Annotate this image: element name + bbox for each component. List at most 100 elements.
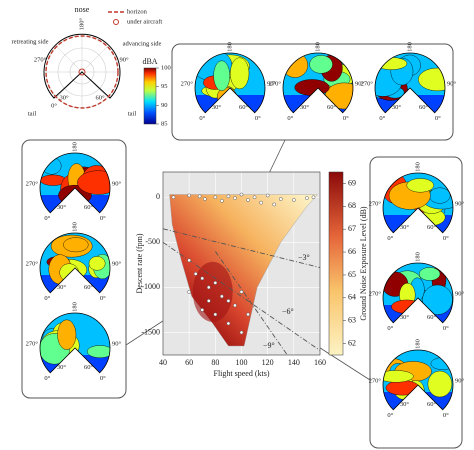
data-point [246, 198, 250, 202]
data-point [291, 198, 296, 202]
inset-label: 60° [239, 104, 249, 111]
data-point [246, 312, 250, 317]
inset-field [375, 53, 445, 113]
data-point [200, 308, 205, 312]
annotation: −6° [282, 307, 294, 316]
inset-label: 60° [84, 204, 94, 211]
inset-label: 0° [387, 235, 393, 242]
inset-label: 180 [414, 339, 421, 349]
inset-label: 0° [199, 115, 205, 122]
inset-outline [382, 172, 454, 234]
inset-label: 0° [44, 215, 50, 222]
data-point [272, 202, 277, 207]
data-point [213, 195, 218, 200]
y-tick-label: -1000 [141, 282, 160, 291]
angle-label: 90° [119, 56, 129, 63]
x-tick-label: 80 [211, 358, 219, 367]
glide-slope [214, 251, 288, 356]
inset-label: 180 [406, 42, 413, 52]
inset-label: 0° [100, 375, 106, 382]
inset-label: 60° [427, 224, 437, 231]
data-point [213, 281, 218, 285]
inset-label: 30° [400, 224, 410, 231]
data-point [206, 285, 211, 290]
data-point [220, 294, 224, 299]
x-tick-label: 140 [288, 358, 300, 367]
inset-outline [194, 52, 266, 114]
colorbar-tick-label: 85 [161, 120, 168, 127]
data-point [233, 303, 237, 308]
inset-outline [39, 312, 111, 374]
data-point [226, 321, 231, 326]
angle-label: 0° [51, 102, 57, 109]
advancing-label: advancing side [123, 40, 162, 47]
inset-blob [427, 370, 453, 398]
inset-label: 60° [419, 104, 429, 111]
inset-field [40, 313, 110, 373]
inset-outline [374, 52, 446, 114]
inset-label: 0° [435, 115, 441, 122]
inset-label: 30° [57, 364, 67, 371]
inset-blob [294, 79, 330, 96]
inset-label: 0° [387, 325, 393, 332]
inset-label: 180 [314, 42, 321, 52]
y-axis-label: Descent rate (fpm) [135, 233, 144, 293]
inset-blob [213, 60, 231, 91]
inset-label: 0° [100, 215, 106, 222]
retreating-label: retreating side [12, 38, 49, 45]
data-point [239, 330, 244, 335]
glide-slope [162, 228, 321, 268]
inset-label: 90° [267, 80, 277, 87]
data-point [239, 192, 244, 197]
noise-contour [192, 261, 233, 322]
data-point [187, 258, 192, 263]
inset-label: 30° [300, 104, 310, 111]
colorbar-tick-label: 69 [348, 178, 356, 187]
inset-blob [63, 237, 89, 253]
legend-entry: under aircraft [127, 18, 162, 25]
data-point [193, 272, 198, 276]
annotation: −3° [298, 253, 310, 262]
inset-blob [309, 55, 333, 74]
inset-label: 270° [369, 290, 382, 297]
data-point [220, 198, 224, 203]
inset-label: 0° [44, 375, 50, 382]
inset-blob [88, 256, 106, 271]
data-point [200, 276, 205, 281]
data-point [252, 195, 257, 200]
inset-outline [382, 349, 454, 411]
data-point [233, 196, 237, 200]
colorbar-title: dBA [142, 57, 157, 66]
inset-label: 270° [26, 260, 39, 267]
inset-label: 270° [361, 80, 374, 87]
inset-outline [382, 262, 454, 324]
data-point [187, 193, 192, 198]
inset-label: 0° [379, 115, 385, 122]
data-point [187, 290, 192, 294]
nose-label: nose [75, 5, 90, 14]
data-point [171, 195, 176, 200]
inset-label: 270° [26, 180, 39, 187]
data-point [226, 194, 231, 199]
inset-label: 0° [443, 235, 449, 242]
colorbar-tick-label: 62 [348, 338, 356, 347]
inset-label: 0° [343, 115, 349, 122]
inset-label: 60° [427, 401, 437, 408]
inset-label: 30° [400, 314, 410, 321]
inset-blob [422, 284, 453, 315]
angle-label: 270° [34, 56, 47, 63]
colorbar-tick-label: 68 [348, 201, 356, 210]
x-tick-label: 160 [314, 358, 326, 367]
data-point [305, 196, 309, 200]
inset-label: 0° [287, 115, 293, 122]
inset-label: 0° [44, 295, 50, 302]
inset-label: 270° [369, 377, 382, 384]
main-plot: 40 60 80 100 120 140 160 0 -500 -1000 -1500 −3° −6° −… [135, 171, 368, 378]
colorbar-tick-label: 65 [348, 270, 356, 279]
inset-blob [406, 178, 434, 193]
colorbar-tick-label: 95 [161, 83, 168, 90]
data-point [226, 299, 231, 303]
